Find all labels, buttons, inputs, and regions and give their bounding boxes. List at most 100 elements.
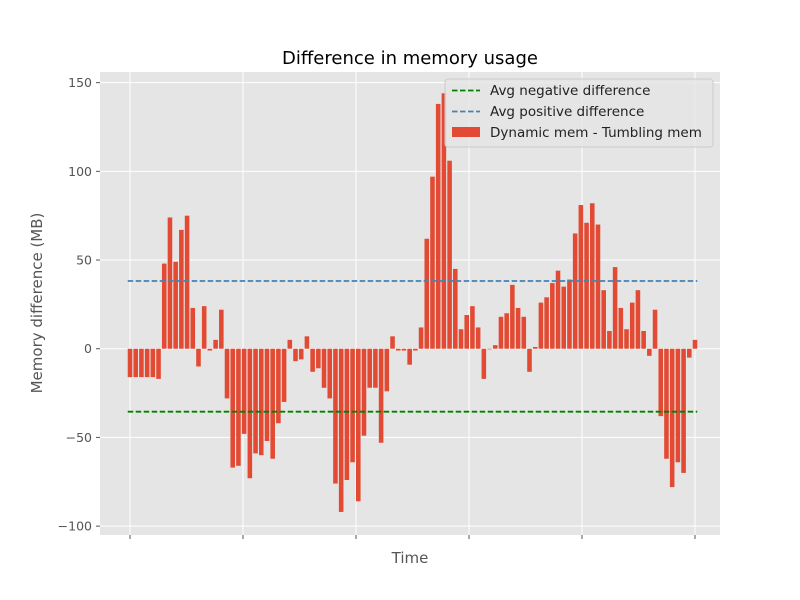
bar	[133, 348, 138, 378]
bar	[607, 330, 612, 349]
bar	[510, 284, 515, 349]
bar	[270, 348, 275, 459]
bar	[515, 307, 521, 349]
bar	[601, 290, 606, 349]
bar	[561, 286, 567, 349]
bar	[127, 348, 133, 378]
bar	[544, 297, 549, 349]
bar	[361, 348, 367, 436]
bar	[441, 93, 447, 349]
y-tick-label: −50	[66, 430, 92, 445]
bar	[247, 348, 253, 479]
bar	[293, 348, 298, 362]
bar	[664, 348, 669, 459]
bar	[692, 339, 698, 349]
bar	[264, 348, 270, 441]
bar	[316, 348, 321, 369]
bar	[395, 348, 401, 351]
bar	[612, 267, 618, 349]
bar	[258, 348, 264, 456]
legend-box	[444, 78, 714, 148]
bar	[527, 348, 532, 372]
bar	[572, 233, 578, 349]
bar	[167, 217, 173, 349]
bar	[464, 315, 469, 349]
bar	[470, 306, 475, 349]
bar	[219, 309, 224, 349]
bar	[652, 309, 658, 349]
bar	[669, 348, 675, 488]
y-tick-label: 100	[68, 164, 92, 179]
bar	[589, 203, 595, 349]
bar	[481, 348, 487, 379]
bar	[241, 348, 247, 434]
bar	[190, 307, 196, 349]
bar	[213, 339, 218, 349]
bar	[367, 348, 372, 388]
bar	[618, 307, 624, 349]
bar	[304, 336, 310, 349]
bar	[230, 348, 236, 468]
legend-label-avg-positive: Avg positive difference	[490, 104, 644, 120]
bar	[532, 346, 538, 349]
bar	[458, 329, 464, 349]
bar	[201, 306, 207, 349]
legend-swatch-bars	[452, 127, 480, 137]
bar	[344, 348, 350, 481]
bar	[373, 348, 378, 388]
bar	[298, 348, 304, 360]
bar	[550, 283, 555, 349]
bar	[150, 348, 156, 378]
bar	[418, 327, 424, 349]
bar	[595, 224, 601, 349]
bar	[567, 279, 572, 349]
bar	[487, 348, 492, 350]
axis-ticks: −100 −50 0 50 100 150	[58, 75, 696, 539]
bar	[310, 348, 315, 372]
bar	[173, 261, 178, 349]
bar	[584, 222, 589, 349]
x-axis-title: Time	[391, 549, 429, 567]
bar	[161, 263, 167, 349]
bar	[498, 316, 504, 349]
bar	[629, 302, 635, 349]
y-axis-title: Memory difference (MB)	[28, 213, 46, 394]
average-lines	[127, 280, 698, 413]
bar	[475, 327, 481, 349]
bar	[276, 348, 281, 424]
bar	[139, 348, 144, 378]
bar	[687, 348, 692, 358]
bar	[453, 268, 458, 349]
bar	[521, 316, 527, 349]
bar	[156, 348, 161, 379]
legend-label-bars: Dynamic mem - Tumbling mem	[490, 125, 702, 141]
bar	[236, 348, 241, 466]
bar	[658, 348, 664, 417]
bar	[287, 339, 293, 349]
y-tick-label: −100	[58, 519, 92, 534]
bar	[338, 348, 344, 512]
bar	[333, 348, 338, 484]
y-tick-label: 0	[84, 341, 92, 356]
bar	[447, 160, 452, 349]
bar	[378, 348, 384, 443]
bar	[384, 348, 390, 392]
bar	[578, 205, 584, 349]
bar	[641, 330, 646, 349]
y-tick-label: 150	[68, 75, 92, 90]
bar	[196, 348, 201, 367]
bar	[327, 348, 333, 399]
bar-series	[127, 93, 698, 512]
bar	[321, 348, 327, 388]
bar	[424, 238, 430, 349]
bar	[624, 329, 629, 349]
legend-label-avg-negative: Avg negative difference	[490, 83, 650, 99]
bar	[207, 348, 213, 351]
bar	[538, 302, 544, 349]
bar	[144, 348, 150, 378]
bar	[435, 103, 441, 349]
bar	[555, 270, 561, 349]
bar	[179, 229, 184, 349]
bar	[675, 348, 681, 463]
